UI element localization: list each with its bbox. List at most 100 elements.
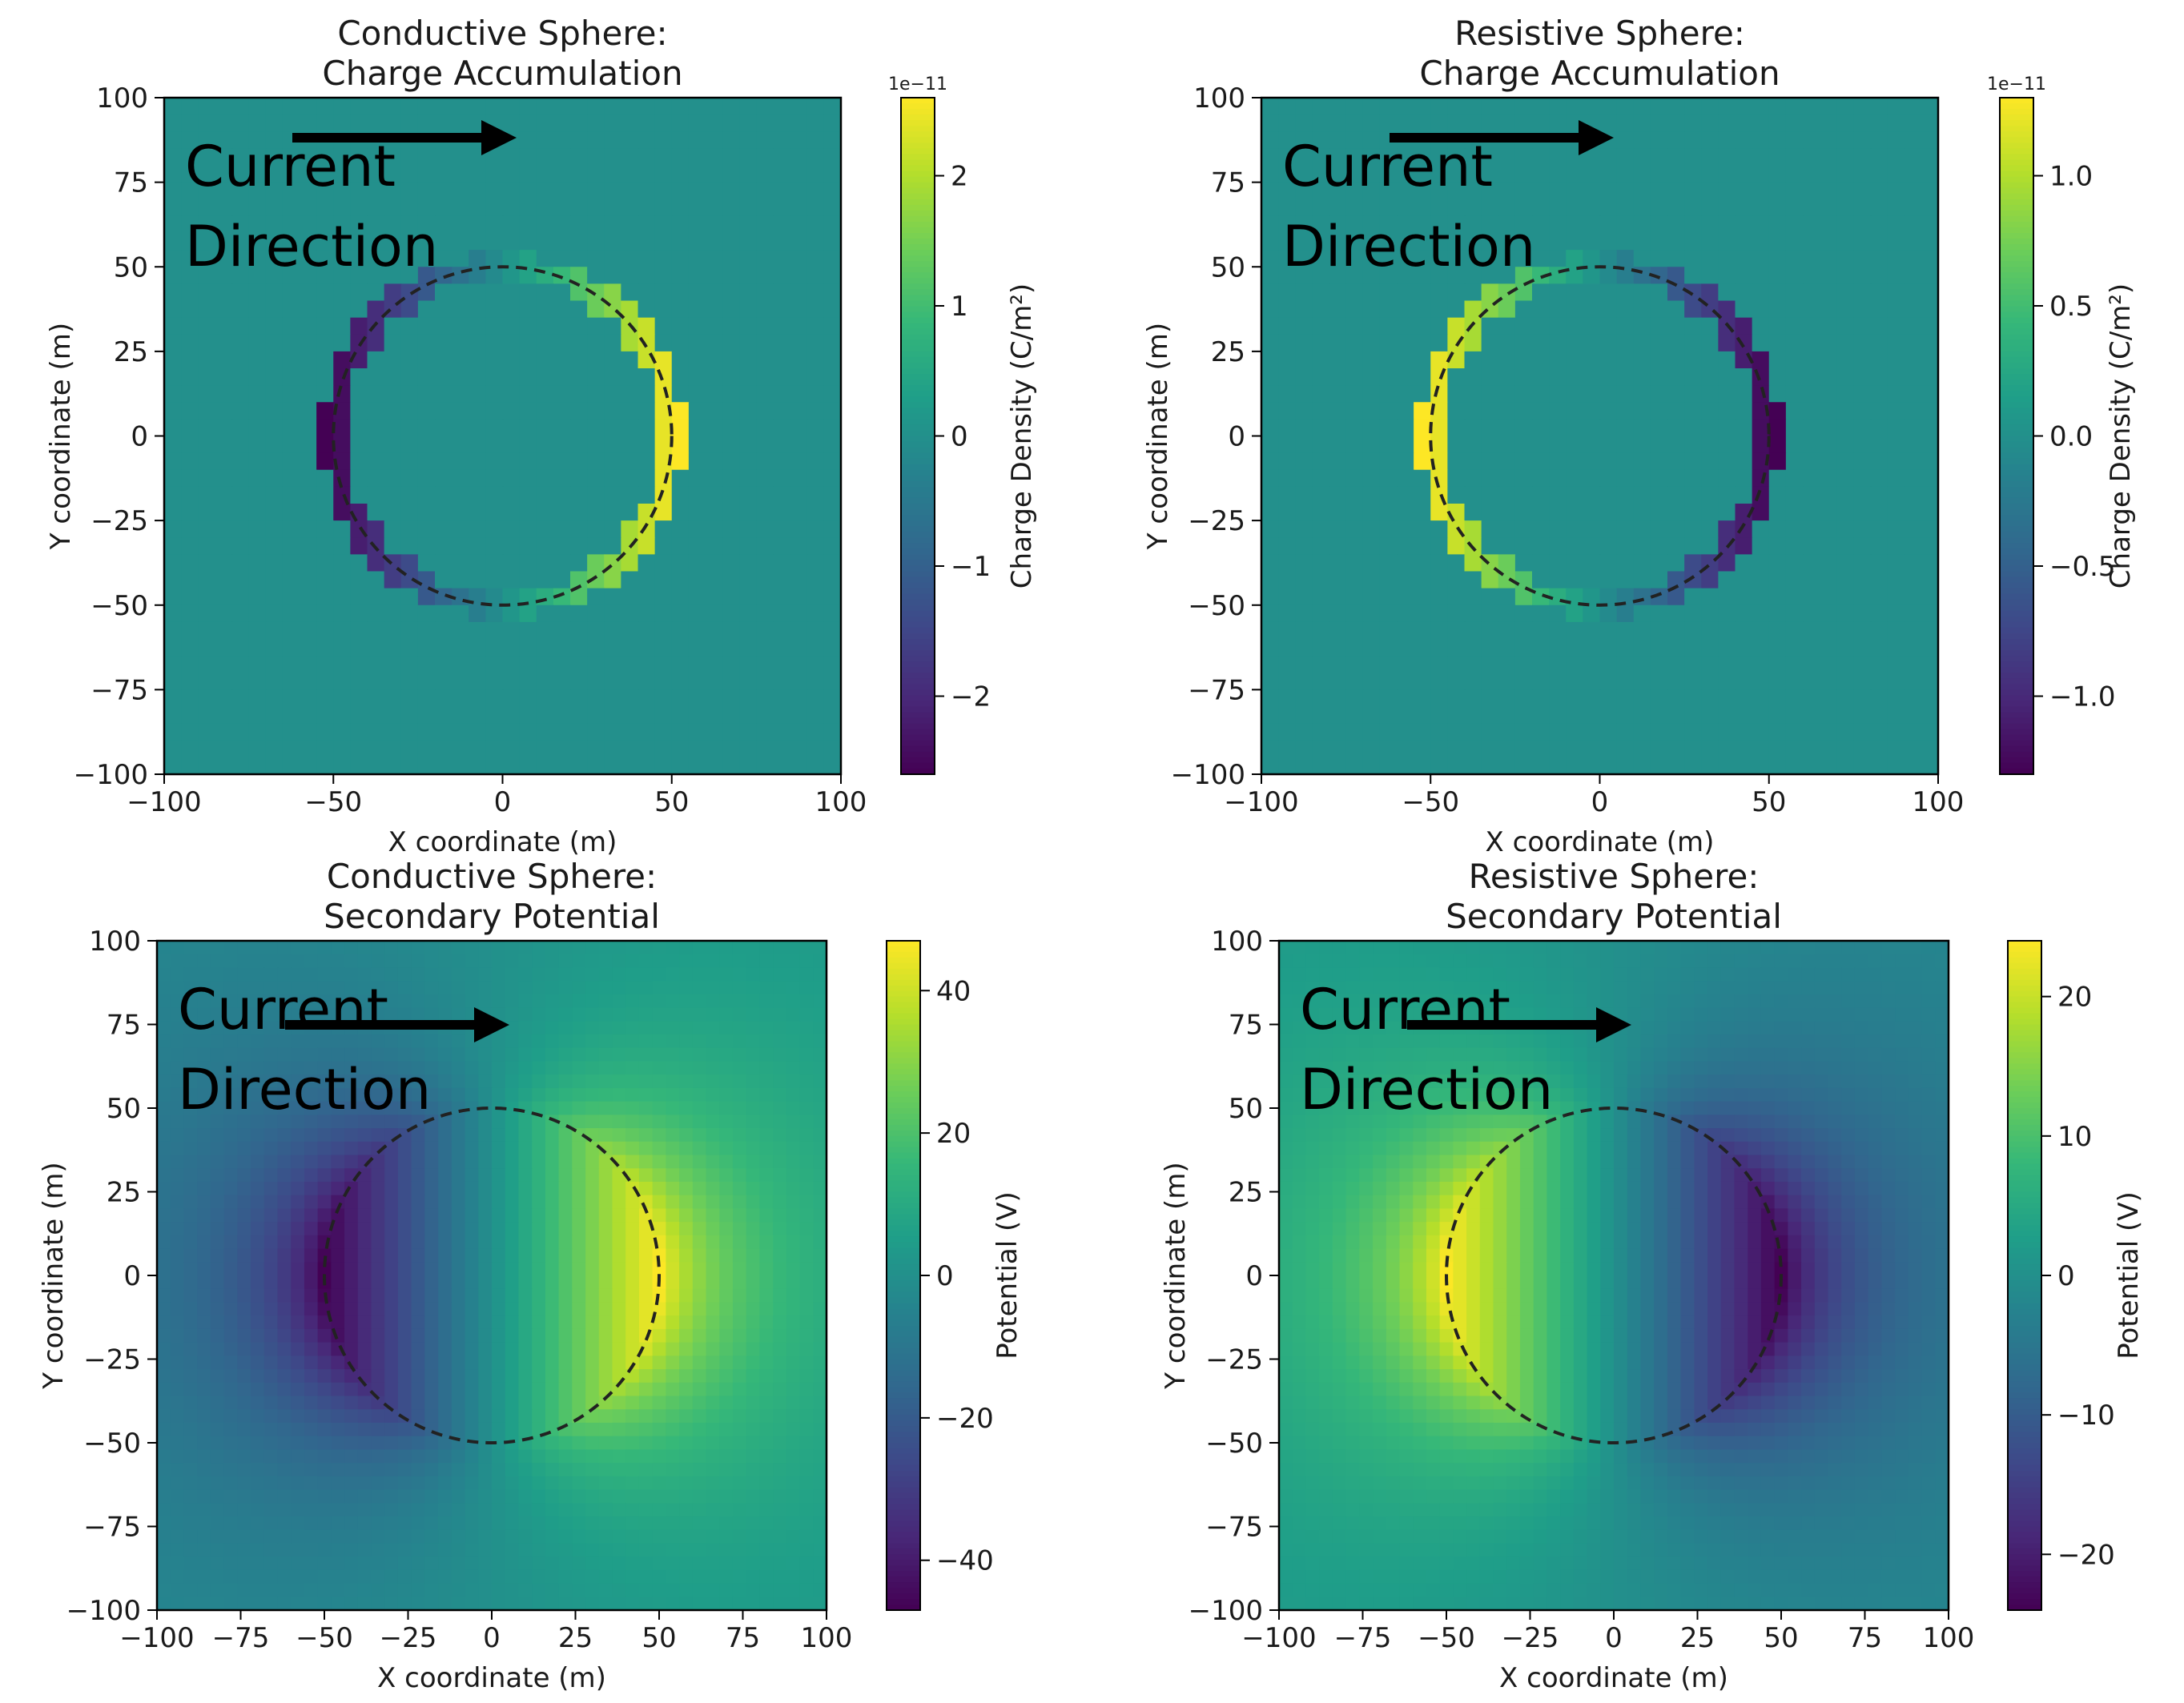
heatmap-cell <box>452 1008 465 1022</box>
colorbar-segment <box>2000 402 2033 408</box>
heatmap-cell <box>1667 436 1685 454</box>
heatmap-cell <box>1684 588 1702 606</box>
heatmap-cell <box>469 250 486 267</box>
heatmap-cell <box>283 351 300 369</box>
heatmap-cell <box>1769 639 1787 657</box>
heatmap-cell <box>653 1222 666 1235</box>
heatmap-cell <box>666 1008 679 1022</box>
heatmap-cell <box>350 673 368 690</box>
heatmap-cell <box>824 267 842 284</box>
heatmap-cell <box>1482 385 1499 403</box>
heatmap-cell <box>587 487 605 504</box>
heatmap-cell <box>625 1088 639 1102</box>
heatmap-cell <box>1414 487 1431 504</box>
heatmap-cell <box>746 1289 760 1303</box>
heatmap-cell <box>1736 402 1753 420</box>
heatmap-cell <box>211 1195 224 1209</box>
heatmap-cell <box>719 1208 733 1222</box>
heatmap-cell <box>786 1275 800 1289</box>
x-tick-label: −100 <box>1224 786 1298 818</box>
heatmap-cell <box>198 622 215 640</box>
heatmap-cell <box>653 1195 666 1209</box>
heatmap-cell <box>570 554 588 572</box>
heatmap-cell <box>655 351 673 369</box>
heatmap-cell <box>435 741 452 758</box>
colorbar-segment <box>2000 729 2033 736</box>
colorbar-segment <box>2000 114 2033 121</box>
heatmap-cell <box>572 1168 585 1182</box>
y-tick-label: −50 <box>1188 590 1245 622</box>
heatmap-cell <box>807 233 825 251</box>
heatmap-cell <box>1430 301 1448 319</box>
heatmap-cell <box>553 385 571 403</box>
heatmap-cell <box>157 1021 171 1034</box>
heatmap-cell <box>503 741 521 758</box>
heatmap-cell <box>1769 318 1787 335</box>
heatmap-cell <box>435 504 452 521</box>
heatmap-cell <box>1871 689 1888 707</box>
heatmap-cell <box>435 183 452 200</box>
heatmap-cell <box>639 1142 653 1155</box>
heatmap-cell <box>733 1195 746 1209</box>
heatmap-cell <box>679 1315 693 1329</box>
heatmap-cell <box>181 554 199 572</box>
heatmap-cell <box>786 954 800 968</box>
heatmap-cell <box>655 656 673 673</box>
heatmap-cell <box>1261 267 1279 284</box>
heatmap-cell <box>1736 419 1753 436</box>
heatmap-cell <box>800 1128 814 1142</box>
heatmap-cell <box>215 385 232 403</box>
colorbar-segment <box>901 470 935 476</box>
heatmap-cell <box>1701 98 1719 115</box>
heatmap-cell <box>283 419 300 436</box>
heatmap-cell <box>435 453 452 471</box>
heatmap-cell <box>492 1195 505 1209</box>
heatmap-cell <box>318 1168 332 1182</box>
heatmap-cell <box>1820 504 1837 521</box>
heatmap-cell <box>1295 98 1313 115</box>
heatmap-cell <box>300 114 317 132</box>
heatmap-cell <box>786 981 800 994</box>
heatmap-cell <box>559 1048 573 1062</box>
heatmap-cell <box>706 1168 720 1182</box>
heatmap-cell <box>452 301 469 319</box>
heatmap-cell <box>756 689 774 707</box>
heatmap-cell <box>733 1315 746 1329</box>
heatmap-cell <box>1921 470 1939 488</box>
heatmap-cell <box>304 1235 318 1249</box>
heatmap-cell <box>438 1088 452 1102</box>
heatmap-cell <box>1447 724 1465 741</box>
heatmap-cell <box>401 487 419 504</box>
heatmap-cell <box>452 470 469 488</box>
heatmap-cell <box>621 250 638 267</box>
heatmap-cell <box>1803 131 1820 149</box>
heatmap-cell <box>672 588 690 606</box>
heatmap-cell <box>232 436 250 454</box>
heatmap-cell <box>1583 724 1600 741</box>
heatmap-cell <box>518 1195 532 1209</box>
heatmap-cell <box>1447 537 1465 555</box>
heatmap-cell <box>1803 368 1820 386</box>
heatmap-cell <box>478 1088 492 1102</box>
heatmap-cell <box>722 554 740 572</box>
heatmap-cell <box>621 639 638 657</box>
heatmap-cell <box>1736 605 1753 623</box>
heatmap-cell <box>666 1102 679 1115</box>
heatmap-cell <box>316 639 334 657</box>
heatmap-cell <box>412 967 425 981</box>
heatmap-cell <box>1329 689 1347 707</box>
heatmap-cell <box>452 402 469 420</box>
heatmap-cell <box>689 757 706 775</box>
heatmap-cell <box>181 283 199 301</box>
heatmap-cell <box>331 1289 344 1303</box>
heatmap-cell <box>639 1088 653 1102</box>
heatmap-cell <box>171 1222 184 1235</box>
heatmap-cell <box>1904 453 1922 471</box>
heatmap-cell <box>215 114 232 132</box>
heatmap-cell <box>1346 436 1364 454</box>
heatmap-cell <box>570 351 588 369</box>
heatmap-cell <box>291 1275 304 1289</box>
heatmap-cell <box>800 1182 814 1195</box>
heatmap-cell <box>1566 537 1583 555</box>
heatmap-cell <box>1414 741 1431 758</box>
